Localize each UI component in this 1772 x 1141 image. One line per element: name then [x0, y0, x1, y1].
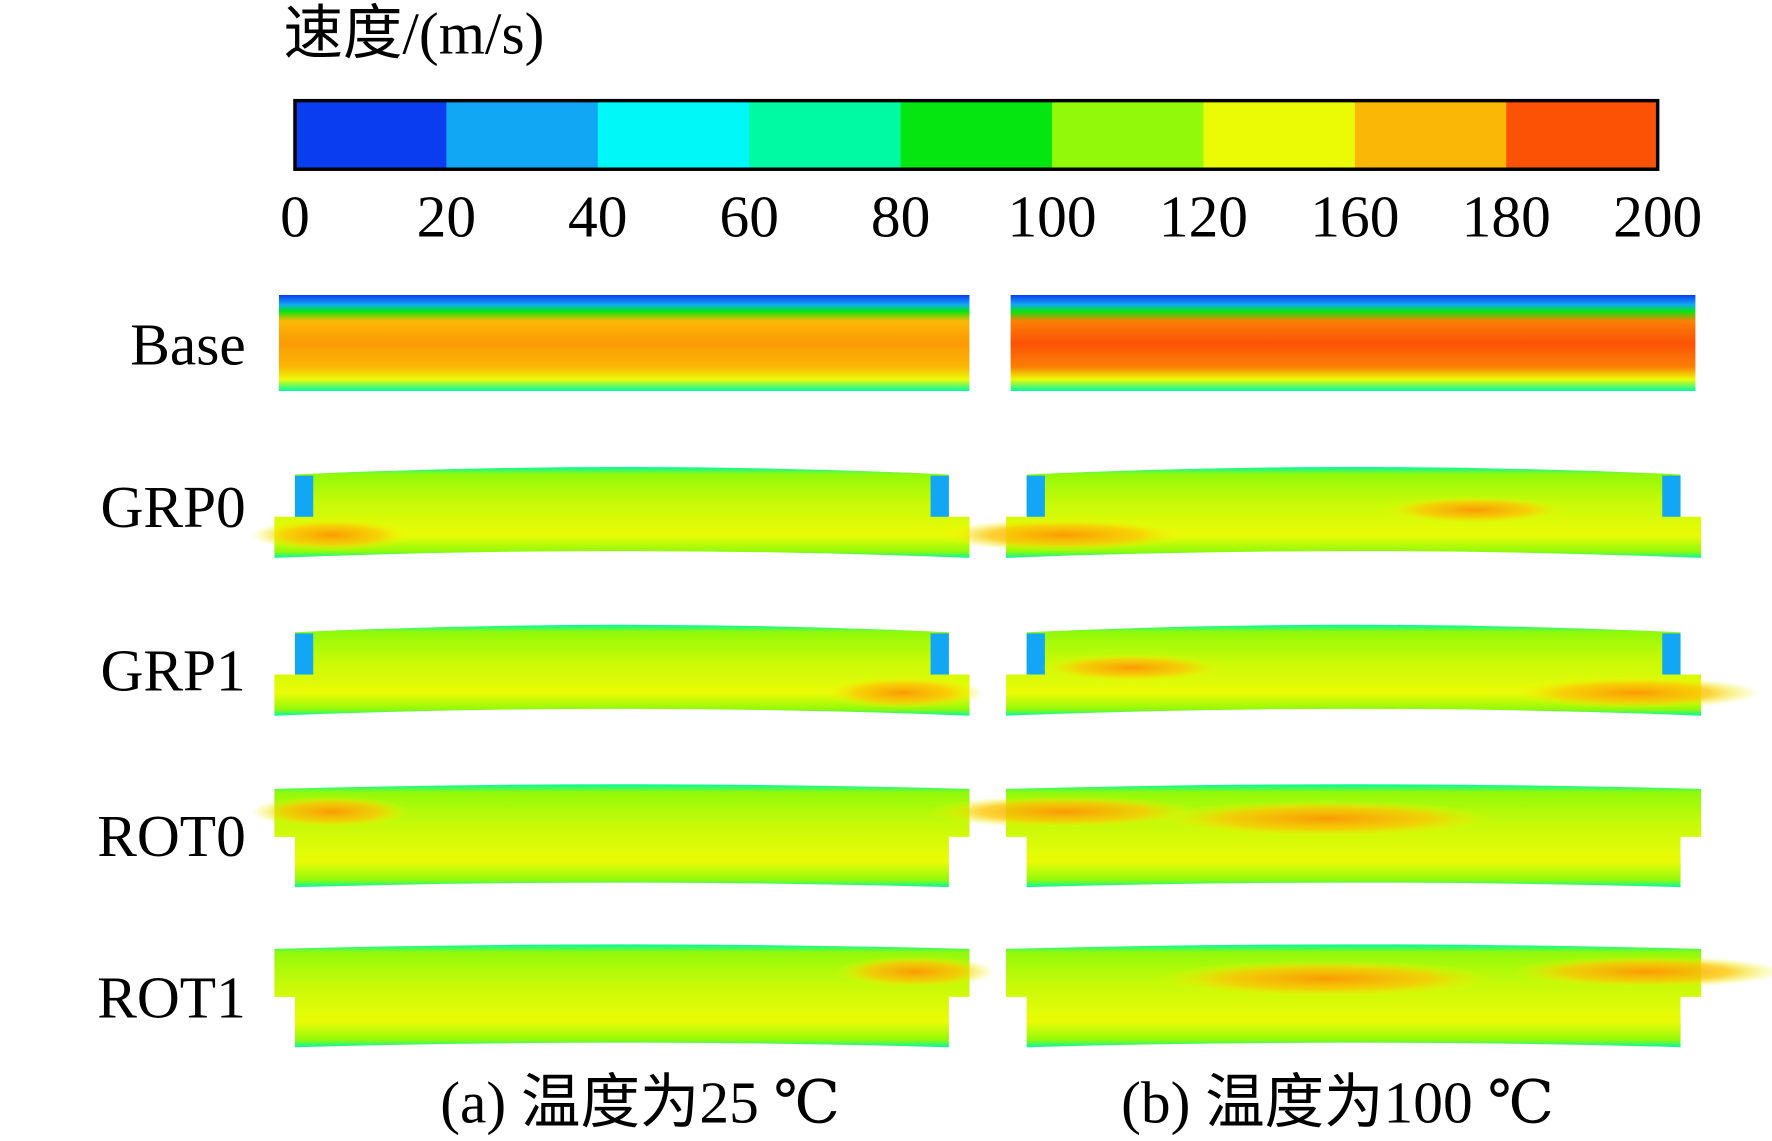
contour-panels: [251, 294, 1772, 1048]
colorbar-tick-label: 200: [1613, 184, 1702, 250]
colorbar-segment: [1052, 100, 1205, 170]
wall-jet: [294, 633, 314, 675]
colorbar-segment: [1354, 100, 1507, 170]
colorbar-tick-label: 100: [1007, 184, 1096, 250]
colorbar-segment: [1506, 100, 1659, 170]
caption: (b) 温度为100 ℃: [1121, 1070, 1554, 1136]
wall-jet: [294, 475, 314, 517]
colorbar-tick-label: 120: [1159, 184, 1248, 250]
colorbar-tick-label: 80: [871, 184, 930, 250]
contour-base: [278, 294, 970, 392]
wall-jet: [1662, 633, 1681, 675]
hot-spot: [1509, 676, 1761, 709]
row-label: ROT1: [97, 964, 246, 1030]
wall-jet: [930, 633, 949, 675]
colorbar-tick-label: 160: [1310, 184, 1399, 250]
hot-spot: [937, 519, 1189, 552]
colorbar-tick-label: 60: [719, 184, 778, 250]
contour-base: [1010, 294, 1696, 392]
hot-spot: [823, 676, 984, 709]
colorbar-tick-label: 180: [1462, 184, 1551, 250]
wall-jet: [1026, 633, 1045, 675]
caption: (a) 温度为25 ℃: [440, 1070, 840, 1136]
colorbar-segment: [749, 100, 902, 170]
colorbar-frame: [293, 98, 1660, 171]
row-label: GRP1: [100, 637, 245, 703]
colorbar-segment: [294, 100, 447, 170]
hot-spot: [926, 795, 1201, 828]
hot-spot: [1509, 955, 1772, 988]
hot-spot: [1040, 653, 1224, 682]
colorbar-tick-label: 40: [568, 184, 627, 250]
hot-spot: [834, 955, 995, 988]
colorbar-segment: [446, 100, 599, 170]
hot-spot: [251, 795, 412, 828]
colorbar-segment: [1203, 100, 1356, 170]
row-label: Base: [130, 312, 246, 378]
hot-spot: [1383, 496, 1567, 524]
row-label: GRP0: [100, 474, 245, 540]
colorbar-tick-label: 0: [280, 184, 310, 250]
row-label: ROT0: [97, 803, 246, 869]
colorbar-tick-label: 20: [417, 184, 476, 250]
wall-jet: [930, 475, 949, 517]
colorbar-segment: [900, 100, 1053, 170]
contour-grp: [274, 467, 970, 558]
hot-spot: [1154, 800, 1498, 837]
colorbar-segment: [597, 100, 750, 170]
hot-spot: [251, 519, 412, 552]
wall-jet: [1662, 475, 1681, 517]
contour-grp: [274, 624, 970, 716]
wall-jet: [1026, 475, 1045, 517]
hot-spot: [1154, 960, 1498, 997]
legend-title: 速度/(m/s): [284, 1, 545, 67]
contour-rot: [274, 784, 970, 888]
contour-rot: [274, 944, 970, 1048]
